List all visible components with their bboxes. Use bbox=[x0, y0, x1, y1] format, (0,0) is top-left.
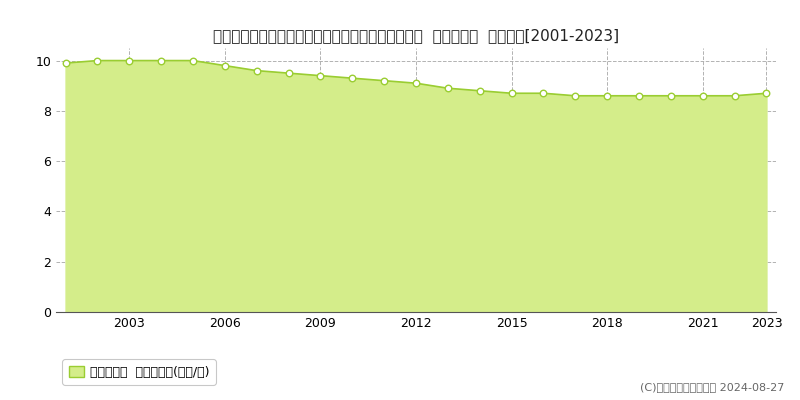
Point bbox=[250, 68, 263, 74]
Point bbox=[91, 57, 104, 64]
Point bbox=[601, 92, 614, 99]
Point bbox=[59, 60, 72, 66]
Point bbox=[505, 90, 518, 96]
Point bbox=[728, 92, 741, 99]
Point bbox=[378, 78, 390, 84]
Legend: 基準地価格  平均坪単価(万円/坪): 基準地価格 平均坪単価(万円/坪) bbox=[62, 360, 215, 385]
Point bbox=[474, 88, 486, 94]
Point bbox=[154, 57, 167, 64]
Point bbox=[633, 92, 646, 99]
Point bbox=[314, 72, 327, 79]
Point bbox=[123, 57, 136, 64]
Point bbox=[442, 85, 454, 92]
Point bbox=[569, 92, 582, 99]
Point bbox=[410, 80, 422, 86]
Point bbox=[696, 92, 709, 99]
Point bbox=[537, 90, 550, 96]
Point bbox=[186, 57, 199, 64]
Point bbox=[346, 75, 358, 81]
Point bbox=[218, 62, 231, 69]
Point bbox=[282, 70, 295, 76]
Text: (C)土地価格ドットコム 2024-08-27: (C)土地価格ドットコム 2024-08-27 bbox=[640, 382, 784, 392]
Title: 宮崎県東諸県郡国富町大字木脇字早萩２９９番１外  基準地価格  地価推移[2001-2023]: 宮崎県東諸県郡国富町大字木脇字早萩２９９番１外 基準地価格 地価推移[2001-… bbox=[213, 28, 619, 43]
Point bbox=[665, 92, 678, 99]
Point bbox=[760, 90, 773, 96]
